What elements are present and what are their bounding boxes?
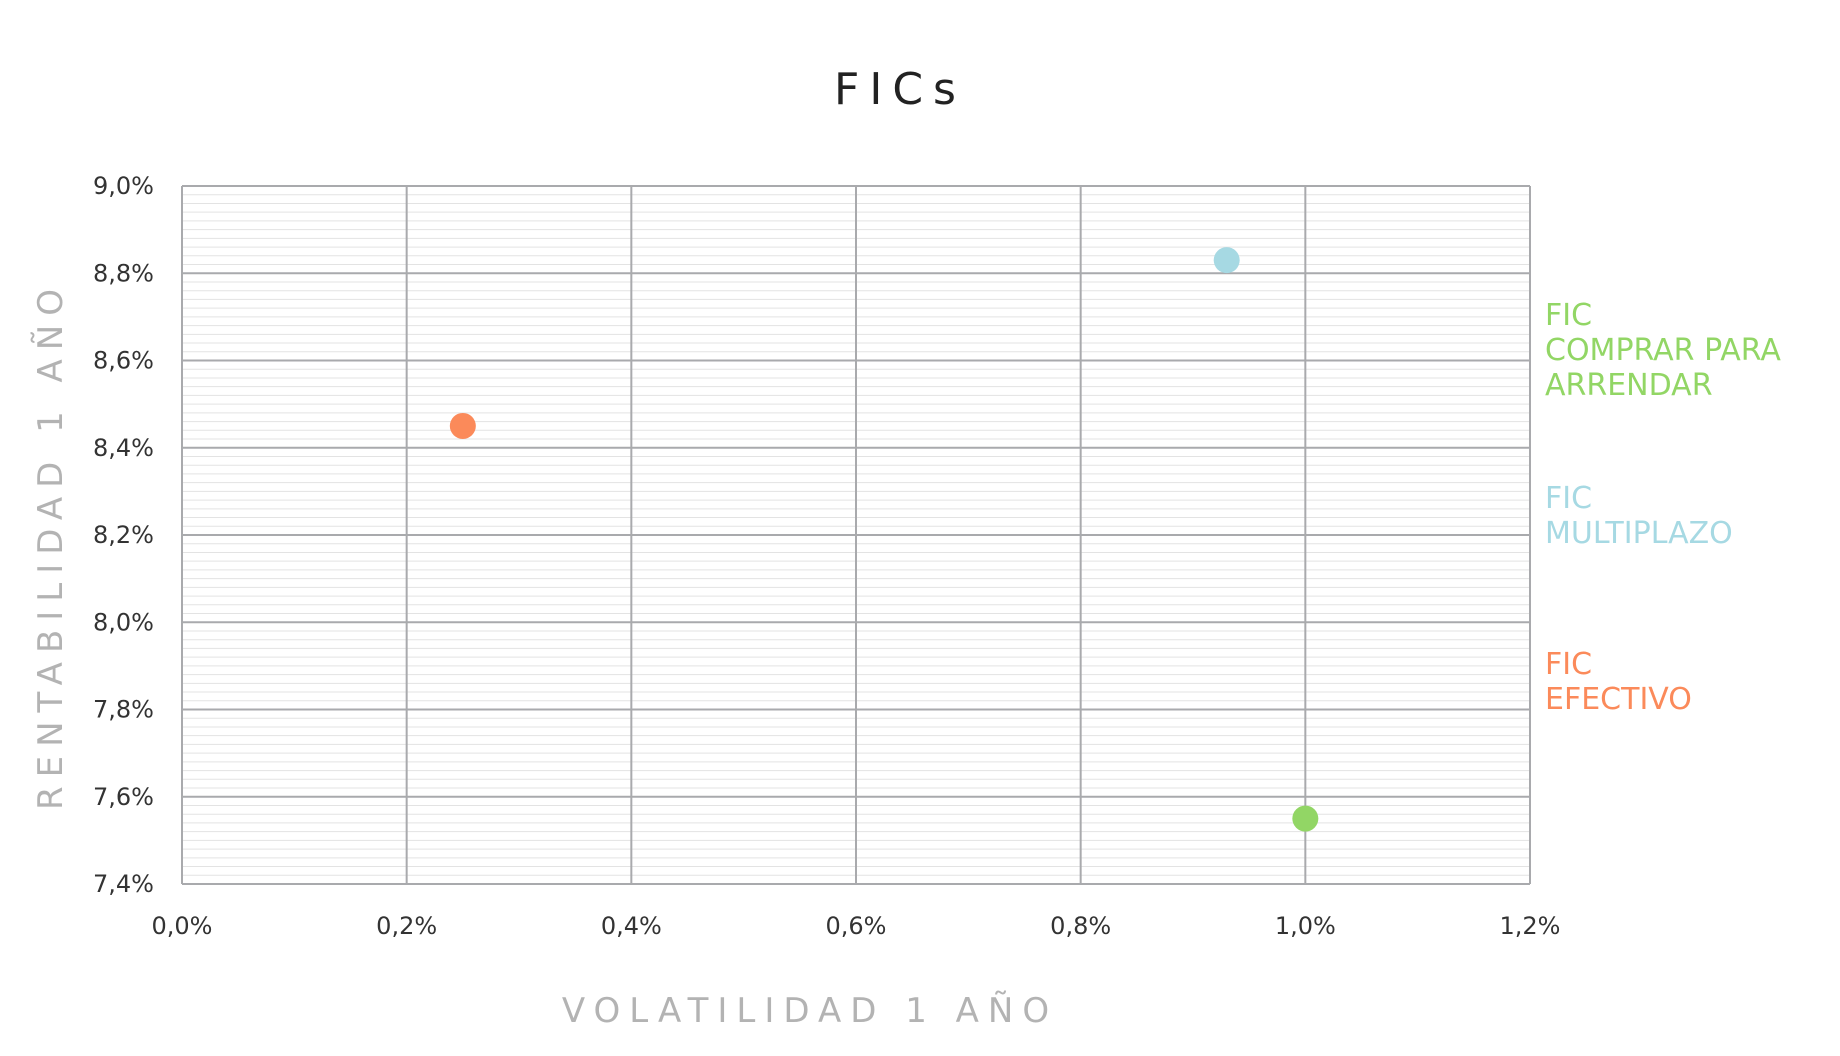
y-tick-label: 9,0% [93,172,154,200]
legend-entry-line: ARRENDAR [1545,368,1713,403]
legend-entry-line: COMPRAR PARA [1545,333,1781,368]
x-axis-label: VOLATILIDAD 1 AÑO [562,991,1058,1031]
legend-entry-line: FIC [1545,647,1592,682]
y-tick-label: 8,8% [93,259,154,287]
chart-title: FICs [834,64,966,115]
y-axis-ticks: 7,4% 7,6% 7,8% 8,0% 8,2% 8,4% 8,6% 8,8% 9,0% [93,172,154,898]
x-tick-label: 0,0% [152,912,213,940]
data-point [1292,805,1319,832]
legend-entry-line: EFECTIVO [1545,682,1692,717]
data-point [449,412,476,439]
x-axis-ticks: 0,0% 0,2% 0,4% 0,6% 0,8% 1,0% 1,2% [152,912,1561,940]
major-gridlines [181,185,1531,885]
x-tick-label: 1,0% [1275,912,1336,940]
y-tick-label: 8,4% [93,434,154,462]
legend-entry-line: FIC [1545,481,1592,516]
data-point [1213,247,1240,274]
legend-entry-line: FIC [1545,298,1592,333]
legend-entry-line: MULTIPLAZO [1545,516,1733,551]
data-points [449,247,1319,832]
y-tick-label: 7,4% [93,870,154,898]
y-tick-label: 7,8% [93,696,154,724]
x-tick-label: 1,2% [1500,912,1561,940]
y-tick-label: 8,0% [93,608,154,636]
x-tick-label: 0,6% [826,912,887,940]
x-tick-label: 0,8% [1050,912,1111,940]
y-axis-label: RENTABILIDAD 1 AÑO [31,280,71,810]
y-tick-label: 7,6% [93,783,154,811]
y-tick-label: 8,2% [93,521,154,549]
x-tick-label: 0,2% [376,912,437,940]
y-tick-label: 8,6% [93,347,154,375]
x-tick-label: 0,4% [601,912,662,940]
